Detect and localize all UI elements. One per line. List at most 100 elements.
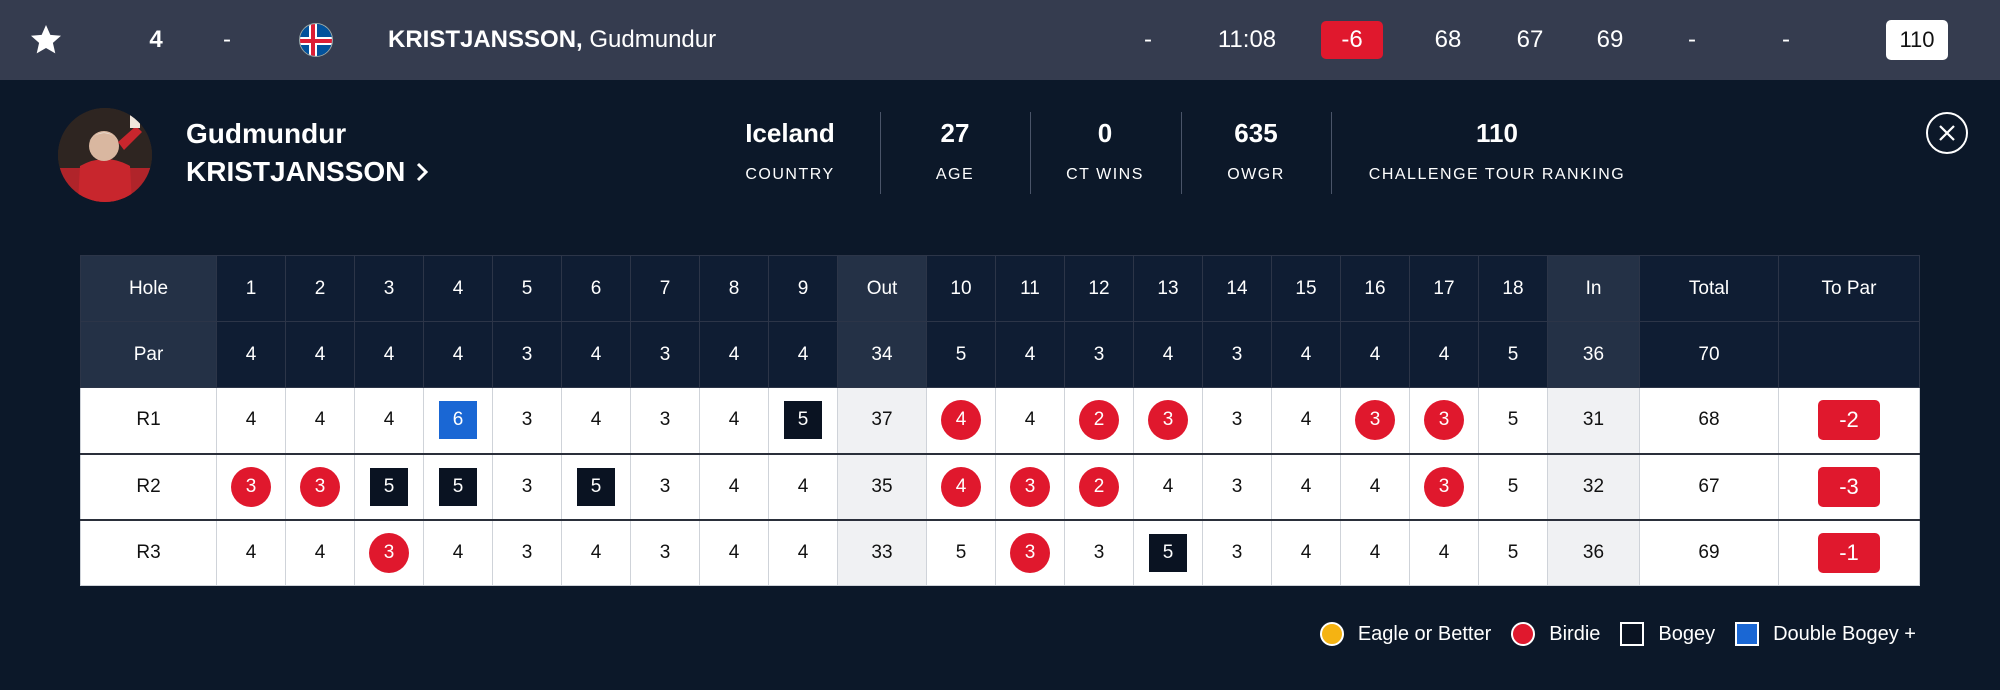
round-out: 37 — [837, 387, 927, 455]
hole-score: 3 — [630, 453, 700, 521]
total-label: Total — [1639, 255, 1779, 322]
hole-score: 5 — [423, 453, 493, 521]
hole-number: 16 — [1340, 255, 1410, 322]
close-button[interactable] — [1926, 112, 1968, 154]
hole-par: 3 — [492, 321, 562, 388]
hole-score: 4 — [699, 519, 769, 586]
to-par-pill: -3 — [1818, 466, 1880, 507]
hole-score: 4 — [1133, 453, 1203, 521]
double-bogey-swatch-icon — [1735, 622, 1760, 646]
hole-number: 14 — [1202, 255, 1272, 322]
round-in: 36 — [1547, 519, 1640, 586]
round-3-score: 69 — [1596, 26, 1624, 53]
hole-score: 4 — [354, 387, 424, 455]
par-to-par — [1778, 321, 1920, 388]
scorecard-table: Hole 1 2 3 4 5 6 7 8 9 Out 10 11 12 13 14 15 16 17 18 In Tota… — [80, 255, 1920, 586]
bogey-marker: 5 — [1149, 533, 1187, 572]
stat-ct-wins: 0 CT WINS — [1066, 118, 1144, 183]
hole-score: 5 — [926, 519, 996, 586]
round-4-score: - — [1688, 26, 1696, 53]
round-2-score: 67 — [1516, 26, 1544, 53]
hole-score: 4 — [995, 387, 1065, 455]
legend-bogey: Bogey — [1620, 622, 1715, 646]
hole-par: 3 — [630, 321, 700, 388]
hole-score: 4 — [768, 453, 838, 521]
stat-divider — [1331, 112, 1332, 194]
hole-score: 3 — [285, 453, 355, 521]
hole-score: 4 — [216, 387, 286, 455]
hole-number: 3 — [354, 255, 424, 322]
hole-par: 4 — [699, 321, 769, 388]
hole-score: 4 — [1340, 519, 1410, 586]
ranking-badge: 110 — [1886, 0, 1948, 80]
in-label: In — [1547, 255, 1640, 322]
hole-score: 4 — [285, 519, 355, 586]
hole-score: 4 — [561, 519, 631, 586]
hole-score: 3 — [995, 519, 1065, 586]
hole-score: 5 — [561, 453, 631, 521]
hole-score: 3 — [216, 453, 286, 521]
hole-score: 3 — [492, 387, 562, 455]
birdie-marker: 3 — [231, 466, 271, 507]
stat-age: 27 AGE — [935, 118, 975, 183]
hole-par: 5 — [1478, 321, 1548, 388]
out-label: Out — [837, 255, 927, 322]
round-row-r1: R1 4 4 4 6 3 4 3 4 5 37 4 4 2 3 3 4 3 3 5 31 68 -2 — [80, 387, 1920, 455]
hole-par: 4 — [1340, 321, 1410, 388]
hole-par: 3 — [1202, 321, 1272, 388]
stat-challenge-tour-ranking: 110 CHALLENGE TOUR RANKING — [1368, 118, 1626, 183]
position: 4 — [149, 26, 163, 53]
hole-score: 3 — [1409, 387, 1479, 455]
round-out: 33 — [837, 519, 927, 586]
round-in: 31 — [1547, 387, 1640, 455]
stat-country: Iceland COUNTRY — [745, 118, 835, 183]
hole-score: 4 — [1271, 387, 1341, 455]
hole-number: 4 — [423, 255, 493, 322]
hole-score: 4 — [1340, 453, 1410, 521]
round-in: 32 — [1547, 453, 1640, 521]
hole-score: 3 — [1133, 387, 1203, 455]
hole-score: 4 — [768, 519, 838, 586]
round-label: R1 — [80, 387, 217, 455]
chevron-right-icon[interactable] — [415, 161, 431, 183]
legend-eagle: Eagle or Better — [1319, 622, 1491, 646]
round-1-score: 68 — [1434, 26, 1462, 53]
favorite-star-icon[interactable] — [26, 0, 66, 80]
profile-link[interactable]: KRISTJANSSON — [186, 156, 431, 188]
score-legend: Eagle or Better Birdie Bogey Double Boge… — [1300, 622, 1916, 646]
bogey-marker: 5 — [439, 467, 477, 506]
hole-score: 3 — [630, 519, 700, 586]
hole-par: 4 — [354, 321, 424, 388]
player-name[interactable]: KRISTJANSSON, Gudmundur — [388, 0, 716, 80]
hole-score: 3 — [995, 453, 1065, 521]
position-movement: - — [223, 26, 231, 53]
hole-par: 5 — [926, 321, 996, 388]
hole-number: 5 — [492, 255, 562, 322]
to-par-pill: -2 — [1818, 400, 1880, 441]
close-icon[interactable] — [1937, 123, 1957, 143]
hole-number: 8 — [699, 255, 769, 322]
hole-number: 15 — [1271, 255, 1341, 322]
birdie-marker: 3 — [1010, 466, 1050, 507]
hole-score: 3 — [1064, 519, 1134, 586]
hole-score: 4 — [423, 519, 493, 586]
hole-score: 4 — [1271, 519, 1341, 586]
tee-time: 11:08 — [1217, 26, 1277, 53]
round-out: 35 — [837, 453, 927, 521]
hole-par: 4 — [1271, 321, 1341, 388]
birdie-marker: 3 — [1424, 400, 1464, 441]
profile-first-name: Gudmundur — [186, 118, 347, 149]
to-par-label: To Par — [1778, 255, 1920, 322]
bogey-marker: 5 — [577, 467, 615, 506]
hole-score: 3 — [630, 387, 700, 455]
hole-score: 4 — [1271, 453, 1341, 521]
hole-score: 3 — [492, 453, 562, 521]
birdie-swatch-icon — [1511, 622, 1536, 646]
hole-score: 4 — [699, 387, 769, 455]
round-row-r2: R2 3 3 5 5 3 5 3 4 4 35 4 3 2 4 3 4 4 3 5 32 67 -3 — [80, 453, 1920, 521]
to-par-badge: -6 — [1321, 0, 1383, 80]
birdie-marker: 4 — [941, 400, 981, 441]
stat-divider — [880, 112, 881, 194]
hole-score: 3 — [1202, 453, 1272, 521]
leaderboard-row[interactable]: 4 - KRISTJANSSON, Gudmundur - 11:08 -6 6… — [0, 0, 2000, 80]
